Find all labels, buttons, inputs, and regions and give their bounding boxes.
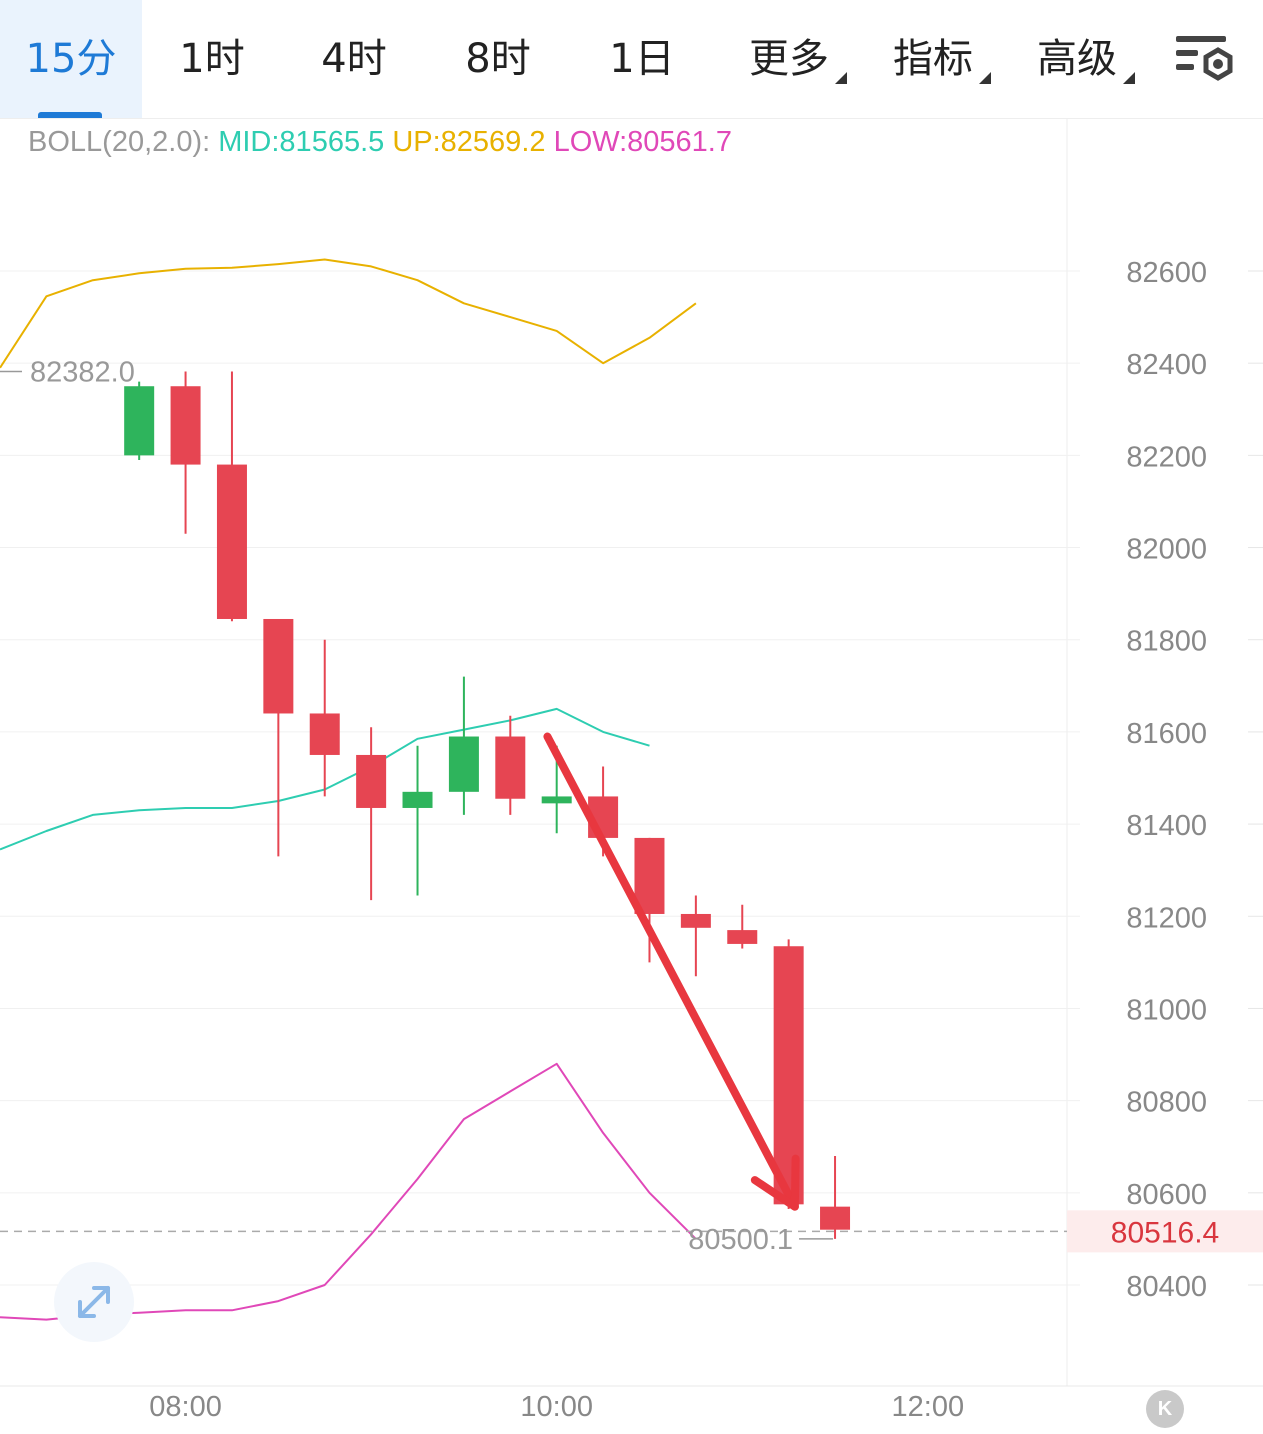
annotation-arrow-head (750, 1154, 800, 1211)
candle-body (541, 796, 572, 804)
y-tick-label: 80600 (1126, 1179, 1207, 1211)
candle-body (124, 386, 155, 456)
x-tick-label: 10:00 (520, 1391, 593, 1423)
y-tick-label: 82000 (1126, 534, 1207, 566)
boll-up-value: UP:82569.2 (392, 126, 546, 158)
high-marker-label: 82382.0 (30, 356, 135, 388)
candle-body (356, 754, 387, 808)
tab-label: 指标 (893, 36, 973, 82)
tab-1h[interactable]: 1时 (160, 0, 264, 118)
candle-body (680, 913, 711, 928)
tab-label: 1时 (179, 36, 245, 82)
tab-4h[interactable]: 4时 (302, 0, 406, 118)
y-tick-label: 80800 (1126, 1087, 1207, 1119)
x-tick-label: 12:00 (892, 1391, 965, 1423)
y-tick-label: 81800 (1126, 626, 1207, 658)
fullscreen-button[interactable] (54, 1262, 134, 1342)
candle-body (820, 1206, 851, 1230)
tab-label: 高级 (1037, 36, 1117, 82)
interval-tab-bar: 15分 1时 4时 8时 1日 更多 指标 高级 (0, 0, 1263, 119)
y-tick-label: 80400 (1126, 1271, 1207, 1303)
current-price-badge (1067, 1210, 1263, 1253)
boll-label: BOLL(20,2.0): (28, 126, 211, 158)
x-tick-label: 08:00 (149, 1391, 222, 1423)
tab-15min[interactable]: 15分 (0, 0, 142, 118)
chart-settings-icon (1176, 36, 1233, 81)
annotation-arrow-shaft (543, 732, 799, 1211)
tab-8h[interactable]: 8时 (446, 0, 550, 118)
y-tick-label: 81000 (1126, 994, 1207, 1026)
candle-body (309, 713, 340, 755)
candlestick-chart[interactable]: 80516.4 82382.0 80500.1 82600 82400 82200 820… (0, 118, 1263, 1434)
tab-label: 15分 (25, 36, 117, 82)
tab-advanced-dropdown[interactable]: 高级 (1033, 0, 1135, 118)
tab-label: 1日 (609, 36, 675, 82)
k-badge-icon[interactable]: K (1146, 1390, 1184, 1428)
candle-body (634, 837, 665, 914)
candle-body (402, 791, 433, 808)
candle-body (448, 736, 479, 792)
y-tick-label: 82200 (1126, 441, 1207, 473)
y-tick-label: 81400 (1126, 810, 1207, 842)
tab-indicators-dropdown[interactable]: 指标 (889, 0, 991, 118)
candle-body (216, 464, 247, 619)
tab-label: 8时 (465, 36, 531, 82)
dropdown-caret-icon (835, 72, 847, 84)
candle-body (170, 386, 201, 465)
y-tick-label: 81600 (1126, 718, 1207, 750)
current-price-label: 80516.4 (1111, 1216, 1219, 1249)
tab-1d[interactable]: 1日 (590, 0, 694, 118)
candle-body (727, 930, 758, 944)
low-marker-label: 80500.1 (688, 1224, 793, 1256)
candle-body (495, 736, 526, 799)
candle-body (263, 618, 294, 714)
y-tick-label: 82400 (1126, 349, 1207, 381)
dropdown-caret-icon (979, 72, 991, 84)
expand-arrows-icon (78, 1286, 110, 1318)
tab-label: 更多 (749, 36, 829, 82)
dropdown-caret-icon (1123, 72, 1135, 84)
chart-settings-button[interactable] (1172, 32, 1236, 88)
active-tab-indicator (38, 112, 102, 118)
tab-more-dropdown[interactable]: 更多 (745, 0, 847, 118)
boll-indicator-legend: BOLL(20,2.0): MID:81565.5 UP:82569.2 LOW… (28, 122, 732, 162)
y-tick-label: 82600 (1126, 257, 1207, 289)
tab-label: 4时 (321, 36, 387, 82)
y-tick-label: 81200 (1126, 902, 1207, 934)
boll-low-value: LOW:80561.7 (553, 126, 732, 158)
boll-mid-value: MID:81565.5 (218, 126, 385, 158)
boll-upper-line (0, 258, 697, 369)
